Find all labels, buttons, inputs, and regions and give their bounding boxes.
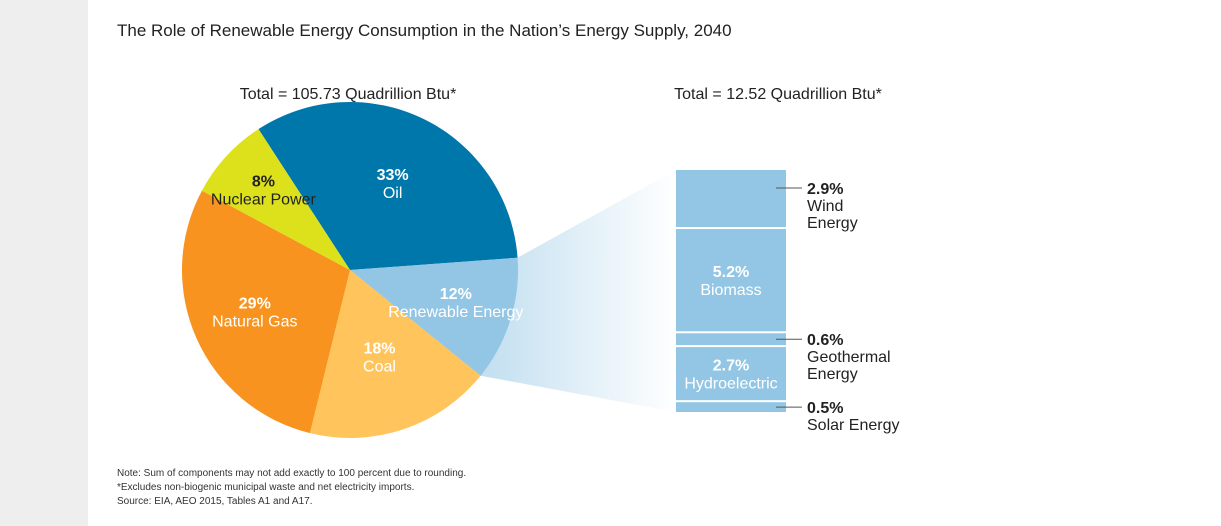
pie-label-pct-natural-gas: 29% <box>239 295 271 312</box>
note-exclusions: *Excludes non-biogenic municipal waste a… <box>117 482 414 493</box>
pie-label-name-nuclear-power: Nuclear Power <box>211 191 317 208</box>
bar-segment-solar-energy <box>676 402 786 412</box>
pie-label-name-oil: Oil <box>383 185 403 202</box>
bar-label-pct-geothermal-energy: 0.6% <box>807 332 843 349</box>
note-rounding: Note: Sum of components may not add exac… <box>117 468 466 479</box>
bar-label-pct-biomass: 5.2% <box>713 264 749 281</box>
bar-segment-geothermal-energy <box>676 333 786 346</box>
chart-canvas: The Role of Renewable Energy Consumption… <box>117 21 900 507</box>
bar-label-name-geothermal-energy: Geothermal <box>807 349 891 366</box>
pie-slice-nuclear-power <box>201 129 350 270</box>
renewable-breakdown-bar: 2.9%WindEnergy5.2%Biomass0.6%GeothermalE… <box>676 170 900 434</box>
pie-label-pct-renewable-energy: 12% <box>440 286 472 303</box>
chart-panel: The Role of Renewable Energy Consumption… <box>88 0 1221 526</box>
pie-label-name-natural-gas: Natural Gas <box>212 313 297 330</box>
pie-slice-oil <box>258 101 518 270</box>
pie-label-pct-coal: 18% <box>363 341 395 358</box>
bar-label-name-wind-energy-line2: Energy <box>807 215 858 232</box>
bar-label-name-wind-energy: Wind <box>807 198 843 215</box>
bar-label-name-geothermal-energy-line2: Energy <box>807 366 858 383</box>
bar-segment-biomass <box>676 229 786 332</box>
chart-title: The Role of Renewable Energy Consumption… <box>117 21 732 40</box>
bar-label-pct-hydroelectric: 2.7% <box>713 358 749 375</box>
pie-subtitle: Total = 105.73 Quadrillion Btu* <box>240 86 457 103</box>
bar-label-name-biomass: Biomass <box>700 282 761 299</box>
bar-label-pct-solar-energy: 0.5% <box>807 400 843 417</box>
bar-label-name-solar-energy: Solar Energy <box>807 417 900 434</box>
pie-chart: 33%Oil 12%Renewable Energy 18%Coal 29%Natur… <box>181 101 523 438</box>
pie-label-name-coal: Coal <box>363 359 396 376</box>
pie-slice-coal <box>309 270 481 438</box>
bar-label-name-hydroelectric: Hydroelectric <box>684 376 777 393</box>
bar-label-pct-wind-energy: 2.9% <box>807 181 843 198</box>
pie-slice-renewable-energy <box>350 257 519 376</box>
pie-label-pct-nuclear-power: 8% <box>252 173 275 190</box>
note-source: Source: EIA, AEO 2015, Tables A1 and A17… <box>117 496 313 507</box>
pie-label-name-renewable-energy: Renewable Energy <box>388 304 523 321</box>
bar-subtitle: Total = 12.52 Quadrillion Btu* <box>674 86 882 103</box>
pie-slice-natural-gas <box>181 190 350 434</box>
bar-segment-hydroelectric <box>676 347 786 401</box>
bar-segment-wind-energy <box>676 170 786 228</box>
pie-label-pct-oil: 33% <box>377 167 409 184</box>
